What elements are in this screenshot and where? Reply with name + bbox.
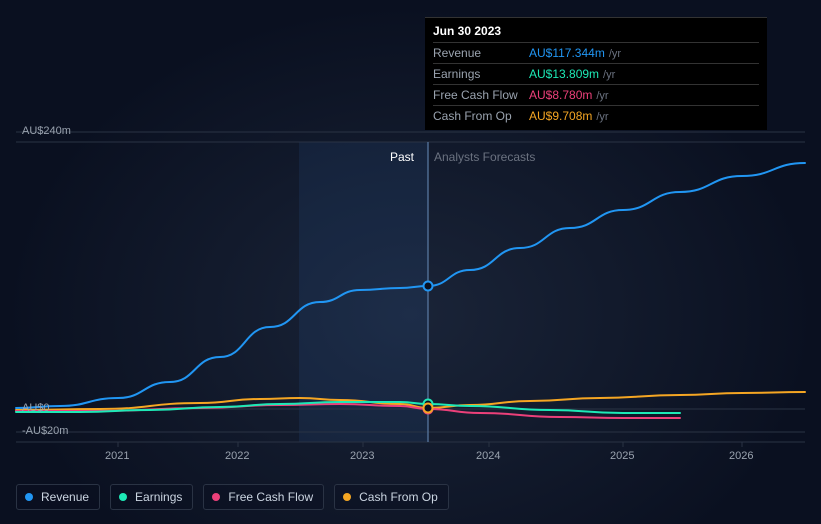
tooltip-label: Earnings [433, 67, 529, 81]
x-axis-label: 2021 [105, 450, 129, 462]
legend-dot-icon [343, 493, 351, 501]
legend-label: Cash From Op [359, 490, 438, 504]
tooltip-unit: /yr [609, 48, 621, 60]
tooltip-value: AU$117.344m [529, 46, 605, 60]
tooltip-row: Earnings AU$13.809m /yr [433, 63, 759, 84]
x-axis-label: 2022 [225, 450, 249, 462]
legend-label: Earnings [135, 490, 182, 504]
tooltip: Jun 30 2023 Revenue AU$117.344m /yr Earn… [425, 17, 767, 130]
forecast-section-label: Analysts Forecasts [434, 150, 535, 164]
past-section-label: Past [390, 150, 414, 164]
tooltip-label: Free Cash Flow [433, 88, 529, 102]
legend-item-earnings[interactable]: Earnings [110, 484, 193, 510]
x-axis-label: 2024 [476, 450, 500, 462]
legend-label: Free Cash Flow [228, 490, 313, 504]
y-axis-label: AU$0 [22, 402, 50, 414]
legend: Revenue Earnings Free Cash Flow Cash Fro… [16, 484, 449, 510]
x-axis-label: 2023 [350, 450, 374, 462]
x-axis-label: 2026 [729, 450, 753, 462]
tooltip-label: Revenue [433, 46, 529, 60]
tooltip-date: Jun 30 2023 [433, 24, 759, 42]
tooltip-unit: /yr [603, 69, 615, 81]
tooltip-unit: /yr [596, 111, 608, 123]
tooltip-row: Cash From Op AU$9.708m /yr [433, 105, 759, 126]
y-axis-label: -AU$20m [22, 425, 68, 437]
tooltip-label: Cash From Op [433, 109, 529, 123]
legend-dot-icon [25, 493, 33, 501]
y-axis-label: AU$240m [22, 125, 71, 137]
x-axis-label: 2025 [610, 450, 634, 462]
tooltip-value: AU$13.809m [529, 67, 599, 81]
financial-chart: { "layout": { "width": 821, "height": 52… [0, 0, 821, 524]
legend-dot-icon [212, 493, 220, 501]
tooltip-value: AU$9.708m [529, 109, 592, 123]
legend-label: Revenue [41, 490, 89, 504]
tooltip-row: Free Cash Flow AU$8.780m /yr [433, 84, 759, 105]
tooltip-value: AU$8.780m [529, 88, 592, 102]
legend-dot-icon [119, 493, 127, 501]
tooltip-unit: /yr [596, 90, 608, 102]
legend-item-fcf[interactable]: Free Cash Flow [203, 484, 324, 510]
legend-item-cfo[interactable]: Cash From Op [334, 484, 449, 510]
tooltip-row: Revenue AU$117.344m /yr [433, 42, 759, 63]
legend-item-revenue[interactable]: Revenue [16, 484, 100, 510]
